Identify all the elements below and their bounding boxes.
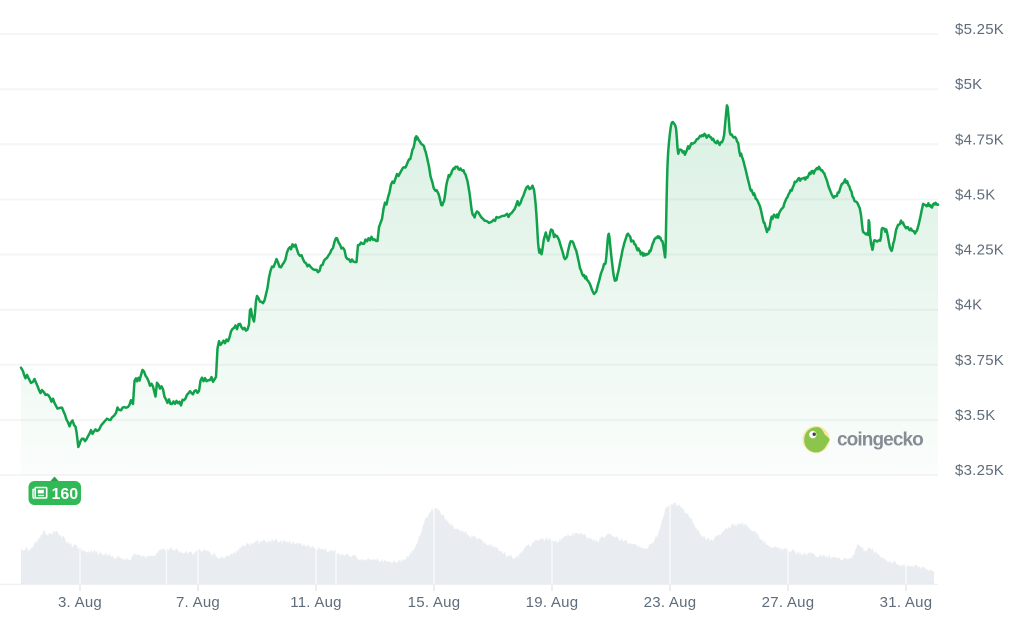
svg-text:$3.75K: $3.75K <box>955 352 1004 369</box>
svg-text:11. Aug: 11. Aug <box>290 594 342 611</box>
svg-text:$4.75K: $4.75K <box>955 131 1004 148</box>
svg-text:15. Aug: 15. Aug <box>408 594 461 611</box>
svg-text:3. Aug: 3. Aug <box>58 594 102 611</box>
svg-text:160: 160 <box>52 486 79 503</box>
svg-text:$4.5K: $4.5K <box>955 186 995 203</box>
svg-text:$5K: $5K <box>955 76 982 93</box>
svg-text:$4K: $4K <box>955 297 982 314</box>
svg-text:31. Aug: 31. Aug <box>880 594 933 611</box>
svg-text:23. Aug: 23. Aug <box>644 594 697 611</box>
svg-text:$3.5K: $3.5K <box>955 407 995 424</box>
svg-text:$4.25K: $4.25K <box>955 242 1004 259</box>
svg-text:27. Aug: 27. Aug <box>762 594 815 611</box>
svg-text:7. Aug: 7. Aug <box>176 594 220 611</box>
svg-text:coingecko: coingecko <box>837 430 923 451</box>
svg-text:$5.25K: $5.25K <box>955 21 1004 38</box>
svg-text:$3.25K: $3.25K <box>955 462 1004 479</box>
svg-text:19. Aug: 19. Aug <box>526 594 579 611</box>
